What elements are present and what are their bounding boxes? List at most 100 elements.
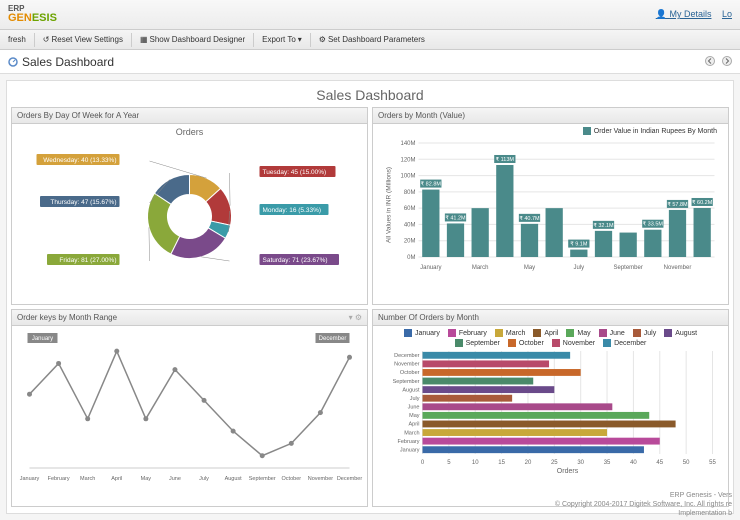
svg-text:May: May (409, 413, 420, 419)
brand-line1: ERP (8, 5, 57, 12)
legend-item: November (552, 339, 595, 347)
svg-text:30: 30 (577, 460, 584, 466)
legend-item: July (633, 329, 656, 337)
panel4-title: Number Of Orders by Month (378, 313, 479, 322)
svg-text:January: January (420, 265, 441, 271)
svg-text:40: 40 (630, 460, 637, 466)
svg-text:August: August (402, 387, 420, 393)
svg-text:45: 45 (656, 460, 663, 466)
panel1-chart-title: Orders (15, 127, 364, 137)
panel-orders-by-month-value: Orders by Month (Value) Order Value in I… (372, 107, 729, 305)
svg-text:Wednesday: 40 (13.33%): Wednesday: 40 (13.33%) (43, 157, 116, 164)
svg-text:35: 35 (604, 460, 611, 466)
svg-text:March: March (404, 430, 419, 436)
export-button[interactable]: Export To ▾ (258, 33, 306, 46)
panel2-title: Orders by Month (Value) (378, 111, 465, 120)
donut-chart[interactable]: Wednesday: 40 (13.33%) Tuesday: 45 (15.00… (15, 139, 364, 284)
svg-text:80M: 80M (404, 190, 416, 196)
svg-text:₹ 60.2M: ₹ 60.2M (692, 199, 713, 206)
svg-text:₹ 82.8M: ₹ 82.8M (421, 181, 442, 188)
svg-text:55: 55 (709, 460, 716, 466)
toolbar: fresh ↺ Reset View Settings ▦ Show Dashb… (0, 30, 740, 50)
legend-item: August (664, 329, 697, 337)
line-chart[interactable]: JanuaryFebruaryMarchAprilMayJuneJulyAugu… (15, 329, 364, 484)
svg-text:₹ 41.2M: ₹ 41.2M (445, 214, 466, 221)
svg-text:February: February (48, 476, 70, 482)
svg-text:10: 10 (472, 460, 479, 466)
legend-item: May (566, 329, 590, 337)
svg-text:140M: 140M (400, 141, 415, 147)
svg-text:January: January (32, 336, 53, 342)
svg-text:₹ 9.1M: ₹ 9.1M (570, 241, 588, 248)
legend-item: December (603, 339, 646, 347)
svg-text:July: July (199, 476, 209, 482)
refresh-button[interactable]: fresh (4, 33, 30, 46)
forward-icon[interactable] (722, 56, 732, 66)
set-params-button[interactable]: ⚙ Set Dashboard Parameters (315, 33, 429, 46)
bar-chart[interactable]: 0M20M40M60M80M100M120M140MAll Values in … (376, 135, 725, 275)
legend-item: October (508, 339, 544, 347)
show-designer-button[interactable]: ▦ Show Dashboard Designer (136, 33, 249, 46)
svg-text:100M: 100M (400, 174, 415, 180)
svg-text:September: September (249, 476, 276, 482)
svg-text:15: 15 (498, 460, 505, 466)
svg-text:December: December (337, 476, 363, 482)
legend-item: June (599, 329, 625, 337)
legend-item: February (448, 329, 487, 337)
top-bar: ERP GENESIS 👤 My Details Lo (0, 0, 740, 30)
svg-text:All Values in INR (Millions): All Values in INR (Millions) (386, 167, 393, 243)
title-bar: Sales Dashboard (0, 50, 740, 74)
my-details-link[interactable]: 👤 My Details (656, 9, 712, 19)
hbar-chart[interactable]: 0510152025303540455055OrdersDecemberNove… (376, 349, 725, 474)
svg-text:₹ 113M: ₹ 113M (496, 156, 515, 163)
svg-text:₹ 33.5M: ₹ 33.5M (643, 221, 664, 228)
svg-text:Thursday: 47 (15.67%): Thursday: 47 (15.67%) (50, 199, 116, 206)
svg-text:September: September (613, 265, 642, 271)
svg-text:October: October (282, 476, 302, 482)
svg-text:Tuesday: 45 (15.00%): Tuesday: 45 (15.00%) (263, 169, 327, 176)
svg-text:₹ 57.8M: ₹ 57.8M (667, 201, 688, 208)
svg-text:Orders: Orders (557, 468, 579, 474)
legend-item: April (533, 329, 558, 337)
svg-text:May: May (141, 476, 152, 482)
svg-text:July: July (410, 396, 420, 402)
svg-text:June: June (169, 476, 181, 482)
svg-text:November: November (308, 476, 334, 482)
svg-text:June: June (408, 405, 420, 411)
legend-item: March (495, 329, 525, 337)
svg-text:April: April (111, 476, 122, 482)
svg-text:March: March (472, 265, 489, 271)
svg-text:120M: 120M (400, 157, 415, 163)
svg-text:March: March (80, 476, 95, 482)
dashboard-area: Sales Dashboard Orders By Day Of Week fo… (0, 74, 740, 520)
logout-link[interactable]: Lo (722, 9, 732, 19)
svg-text:October: October (400, 370, 420, 376)
title-actions (705, 56, 732, 68)
svg-text:20: 20 (525, 460, 532, 466)
topbar-links: 👤 My Details Lo (648, 9, 732, 20)
svg-text:May: May (524, 265, 535, 271)
svg-text:Friday: 81 (27.00%): Friday: 81 (27.00%) (59, 257, 116, 264)
svg-text:Saturday: 71 (23.67%): Saturday: 71 (23.67%) (263, 257, 328, 264)
panel3-title: Order keys by Month Range (17, 313, 117, 322)
brand-logo: ERP GENESIS (8, 5, 57, 24)
dashboard-icon (8, 57, 18, 67)
dashboard-title: Sales Dashboard (11, 85, 729, 107)
page-title: Sales Dashboard (8, 55, 114, 69)
legend-item: January (404, 329, 440, 337)
panel-number-orders-month: Number Of Orders by Month January Februar… (372, 309, 729, 507)
svg-text:₹ 32.1M: ₹ 32.1M (593, 222, 614, 229)
svg-text:April: April (408, 422, 419, 428)
reset-view-button[interactable]: ↺ Reset View Settings (39, 33, 127, 46)
svg-text:January: January (400, 447, 420, 453)
panel3-tools[interactable]: ▾ ⚙ (349, 313, 362, 322)
footer: ERP Genesis - Vers © Copyright 2004-2017… (555, 491, 732, 518)
legend-item: September (455, 339, 500, 347)
svg-text:November: November (394, 362, 420, 368)
svg-text:January: January (20, 476, 40, 482)
back-icon[interactable] (705, 56, 715, 66)
svg-text:December: December (394, 353, 420, 359)
svg-text:5: 5 (447, 460, 451, 466)
panel1-title: Orders By Day Of Week for A Year (17, 111, 139, 120)
svg-text:50: 50 (683, 460, 690, 466)
